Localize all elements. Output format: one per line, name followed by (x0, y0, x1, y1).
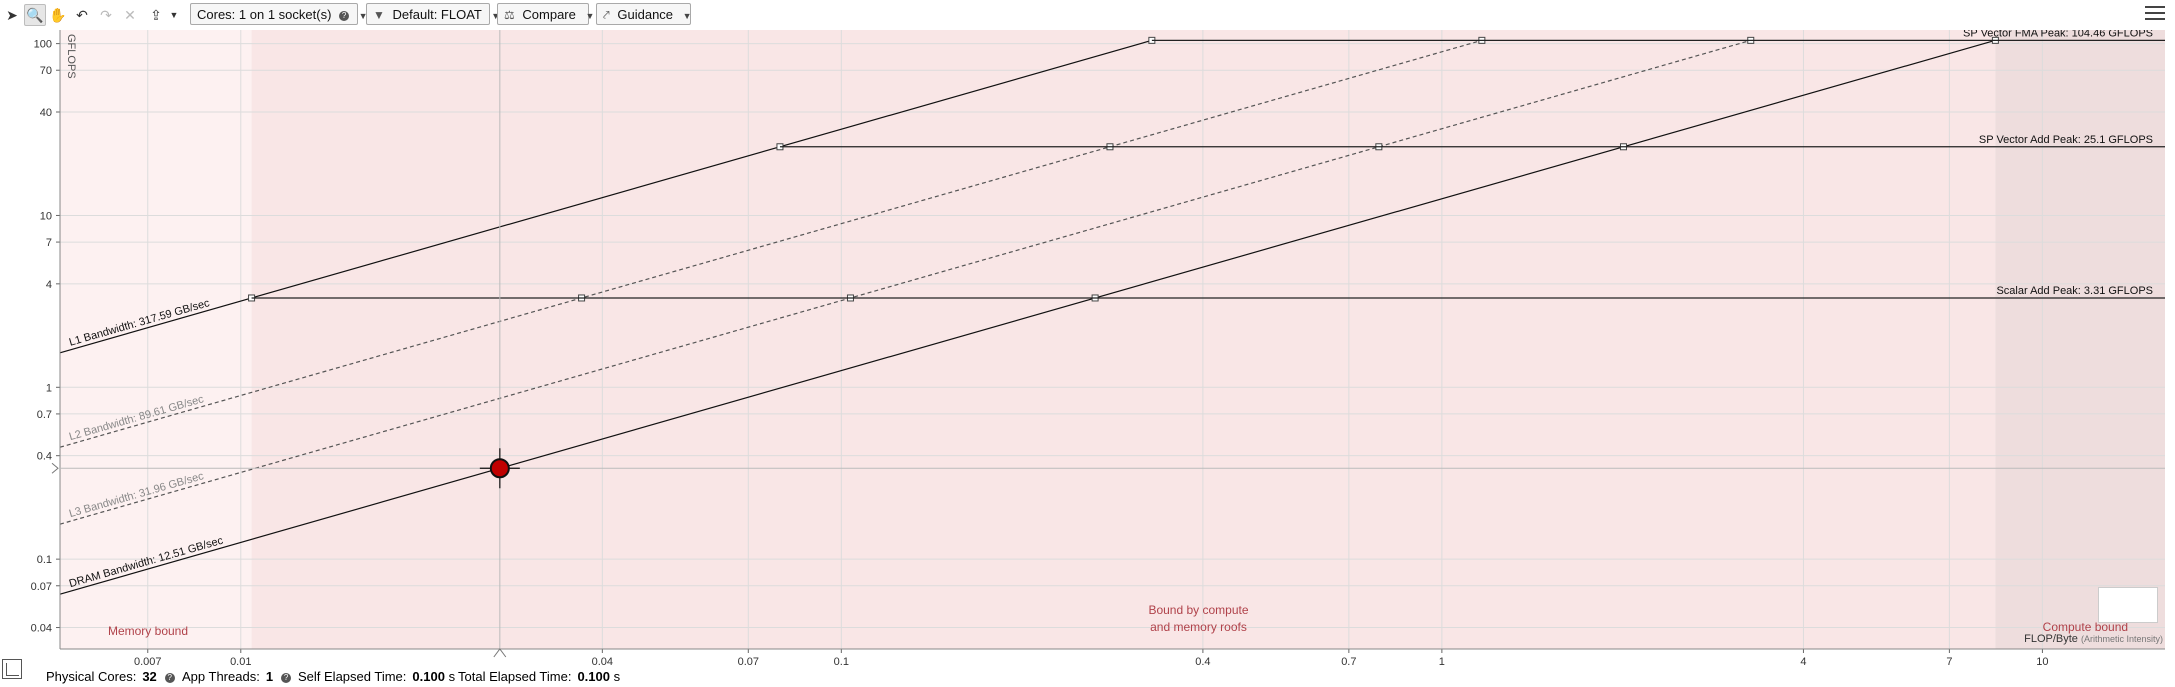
compare-dropdown[interactable]: ⚖ Compare ▼ (497, 3, 594, 25)
pan-hand-icon[interactable]: ✋ (49, 7, 67, 23)
total-elapsed-value: 0.100 (577, 669, 610, 684)
memory-bound-region (60, 30, 252, 649)
total-elapsed-label: Total Elapsed Time: (458, 669, 572, 684)
x-tick-label: 1 (1439, 656, 1445, 667)
y-axis-label: GFLOPS (65, 34, 77, 79)
guidance-dropdown[interactable]: ⤤ Guidance ▼ (596, 3, 692, 25)
physical-cores: Physical Cores: 32? (46, 667, 175, 687)
physical-cores-label: Physical Cores: (46, 669, 137, 684)
undo-icon[interactable]: ↶ (76, 7, 88, 23)
y-tick-label: 1 (46, 382, 52, 394)
chevron-down-icon: ▼ (491, 11, 501, 21)
chevron-down-icon: ▼ (682, 11, 692, 21)
cores-value: 1 on 1 socket(s) (238, 7, 332, 22)
physical-cores-value: 32 (142, 669, 157, 684)
x-tick-label: 0.07 (738, 656, 759, 667)
compute-roof-label: SP Vector Add Peak: 25.1 GFLOPS (1979, 134, 2153, 146)
y-tick-label: 4 (46, 279, 52, 291)
compute-bound-region (1995, 30, 2165, 649)
memory-roof-line (59, 39, 1483, 448)
total-elapsed-time: Total Elapsed Time: 0.100 s (458, 667, 620, 687)
compute-roof-label: SP Vector FMA Peak: 104.46 GFLOPS (1963, 30, 2153, 39)
y-tick-label: 0.04 (31, 623, 52, 635)
cores-label: Cores: (197, 7, 236, 22)
redo-icon[interactable]: ↷ (100, 7, 112, 23)
y-tick-label: 0.07 (31, 581, 52, 593)
y-tick-label: 7 (46, 237, 52, 249)
guidance-icon: ⤤ (603, 8, 610, 22)
self-elapsed-time: Self Elapsed Time: 0.100 s (298, 667, 455, 687)
cores-dropdown[interactable]: Cores: 1 on 1 socket(s) ? ▼ (190, 3, 368, 25)
guidance-label: Guidance (617, 7, 674, 22)
help-icon[interactable]: ? (164, 673, 175, 683)
y-tick-label: 100 (34, 39, 52, 51)
filter-icon: ▼ (373, 8, 385, 22)
y-tick-label: 70 (40, 65, 52, 77)
x-tick-label: 0.007 (134, 656, 162, 667)
zoom-icon[interactable]: 🔍 (24, 4, 46, 26)
total-elapsed-unit: s (613, 669, 621, 684)
y-tick-label: 0.1 (37, 554, 52, 566)
x-tick-label: 0.4 (1195, 656, 1210, 667)
help-icon[interactable]: ? (281, 673, 292, 683)
memory-roof-line (59, 39, 1996, 595)
self-elapsed-value: 0.100 (412, 669, 445, 684)
x-axis-marker-icon (493, 648, 507, 658)
mixed-bound-region (251, 30, 1996, 649)
export-icon[interactable]: ⇪ (150, 7, 162, 23)
export-dropdown-icon[interactable]: ▼ (169, 10, 179, 20)
region-label-mixed-line1: Bound by compute (1148, 603, 1248, 617)
memory-roof-line (59, 39, 1751, 525)
y-tick-label: 0.7 (37, 409, 52, 421)
region-label-compute-bound: Compute bound (2043, 620, 2128, 634)
toolbar: ➤ 🔍 ✋ ↶ ↷ ✕ ⇪ ▼ Cores: 1 on 1 socket(s) … (0, 0, 2175, 30)
x-tick-label: 0.04 (592, 656, 613, 667)
chevron-down-icon: ▼ (358, 11, 368, 21)
memory-roof-line (59, 39, 1153, 354)
x-axis-label: FLOP/Byte (Arithmetic Intensity) (2024, 633, 2163, 645)
app-threads-label: App Threads: (182, 669, 260, 684)
x-tick-label: 7 (1946, 656, 1952, 667)
chevron-down-icon: ▼ (585, 11, 595, 21)
y-tick-label: 10 (40, 210, 52, 222)
self-elapsed-label: Self Elapsed Time: (298, 669, 407, 684)
x-tick-label: 10 (2036, 656, 2048, 667)
pointer-icon[interactable]: ➤ (6, 7, 18, 23)
y-tick-label: 40 (40, 107, 52, 119)
close-icon[interactable]: ✕ (124, 7, 136, 23)
status-bar: Physical Cores: 32? App Threads: 1? Self E… (0, 667, 2175, 687)
x-tick-label: 0.01 (230, 656, 251, 667)
x-axis-label-main: FLOP/Byte (2024, 633, 2081, 645)
compute-roof-label: Scalar Add Peak: 3.31 GFLOPS (1996, 285, 2153, 297)
region-label-mixed-line2: and memory roofs (1150, 620, 1247, 634)
overview-thumbnail[interactable] (2098, 587, 2158, 623)
x-axis-label-note: (Arithmetic Intensity) (2081, 634, 2163, 644)
app-threads: App Threads: 1? (182, 667, 292, 687)
y-axis-marker-icon (51, 462, 59, 474)
hamburger-menu-icon[interactable] (2145, 6, 2165, 22)
loop-data-point[interactable] (489, 458, 510, 479)
compare-icon: ⚖ (504, 8, 515, 22)
roofline-chart[interactable]: 0.007 0.01 0.04 0.07 0.1 0.4 0.7 1 4 7 10100704010… (0, 30, 2175, 667)
x-tick-label: 0.1 (834, 656, 849, 667)
filter-dropdown[interactable]: ▼ Default: FLOAT ▼ (366, 3, 500, 25)
y-tick-label: 0.4 (37, 451, 52, 463)
help-icon[interactable]: ? (339, 11, 350, 21)
region-label-memory-bound: Memory bound (108, 624, 188, 638)
x-tick-label: 0.7 (1341, 656, 1356, 667)
app-threads-value: 1 (265, 669, 274, 684)
x-tick-label: 4 (1800, 656, 1806, 667)
compare-label: Compare (522, 7, 576, 22)
filter-label: Default: FLOAT (392, 7, 482, 22)
self-elapsed-unit: s (448, 669, 456, 684)
expand-icon[interactable] (2, 659, 22, 679)
